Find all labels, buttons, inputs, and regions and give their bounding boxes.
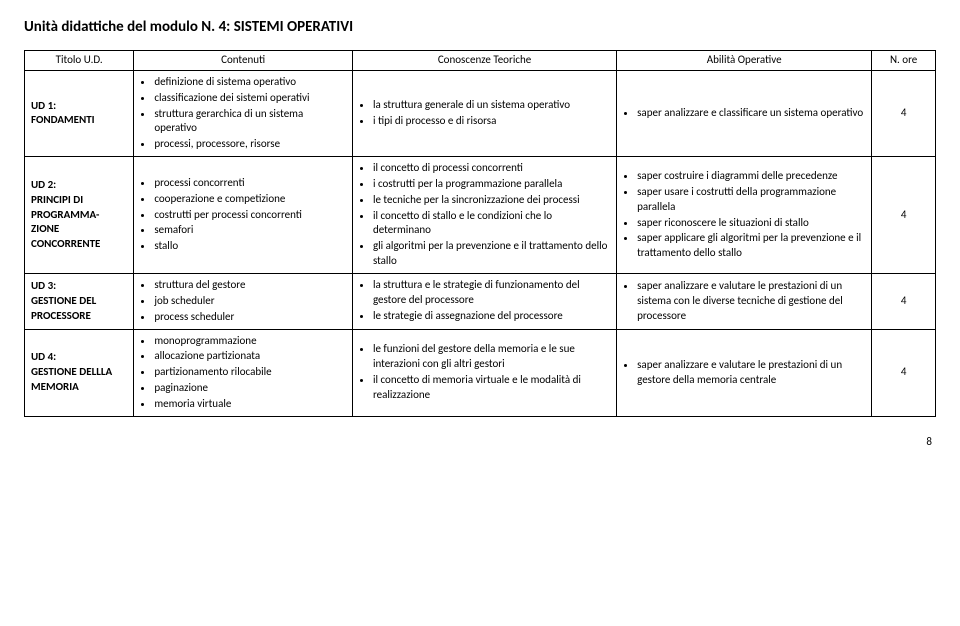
list-item: saper usare i costrutti della programmaz… — [637, 185, 865, 215]
header-titolo: Titolo U.D. — [25, 51, 134, 71]
list-item: saper costruire i diagrammi delle preced… — [637, 169, 865, 184]
row-title-name: GESTIONE DEL PROCESSORE — [31, 294, 96, 322]
header-ore: N. ore — [872, 51, 936, 71]
row-ore: 4 — [872, 157, 936, 274]
table-row: UD 3: GESTIONE DEL PROCESSORE struttura … — [25, 273, 936, 329]
list-item: struttura del gestore — [154, 278, 346, 293]
page-number: 8 — [24, 435, 936, 448]
table-row: UD 4: GESTIONE DELLLA MEMORIA monoprogra… — [25, 329, 936, 416]
list-item: la struttura generale di un sistema oper… — [373, 98, 610, 113]
list-item: il concetto di processi concorrenti — [373, 161, 610, 176]
list-item: le strategie di assegnazione del process… — [373, 309, 610, 324]
row-ore: 4 — [872, 273, 936, 329]
list-item: cooperazione e competizione — [154, 192, 346, 207]
list-item: processi, processore, risorse — [154, 137, 346, 152]
header-contenuti: Contenuti — [134, 51, 353, 71]
row-contenuti: monoprogrammazione allocazione partizion… — [134, 329, 353, 416]
row-conoscenze: la struttura generale di un sistema oper… — [352, 70, 616, 156]
list-item: saper applicare gli algoritmi per la pre… — [637, 231, 865, 261]
list-item: process scheduler — [154, 310, 346, 325]
row-ore: 4 — [872, 329, 936, 416]
list-item: semafori — [154, 223, 346, 238]
list-item: job scheduler — [154, 294, 346, 309]
list-item: le funzioni del gestore della memoria e … — [373, 342, 610, 372]
list-item: paginazione — [154, 381, 346, 396]
list-item: partizionamento rilocabile — [154, 365, 346, 380]
table-header-row: Titolo U.D. Contenuti Conoscenze Teorich… — [25, 51, 936, 71]
row-title-name: PRINCIPI DI PROGRAMMA-ZIONE CONCORRENTE — [31, 193, 100, 251]
row-abilita: saper analizzare e valutare le prestazio… — [617, 273, 872, 329]
row-abilita: saper costruire i diagrammi delle preced… — [617, 157, 872, 274]
list-item: monoprogrammazione — [154, 334, 346, 349]
list-item: il concetto di stallo e le condizioni ch… — [373, 209, 610, 239]
list-item: i tipi di processo e di risorsa — [373, 114, 610, 129]
list-item: struttura gerarchica di un sistema opera… — [154, 107, 346, 137]
list-item: gli algoritmi per la prevenzione e il tr… — [373, 239, 610, 269]
list-item: stallo — [154, 239, 346, 254]
row-title-name: FONDAMENTI — [31, 113, 95, 126]
list-item: saper riconoscere le situazioni di stall… — [637, 216, 865, 231]
list-item: il concetto di memoria virtuale e le mod… — [373, 373, 610, 403]
list-item: la struttura e le strategie di funzionam… — [373, 278, 610, 308]
row-title-key: UD 3: — [31, 279, 56, 292]
units-table: Titolo U.D. Contenuti Conoscenze Teorich… — [24, 50, 936, 417]
row-contenuti: processi concorrenti cooperazione e comp… — [134, 157, 353, 274]
row-conoscenze: la struttura e le strategie di funzionam… — [352, 273, 616, 329]
row-title-name: GESTIONE DELLLA MEMORIA — [31, 365, 112, 393]
row-abilita: saper analizzare e classificare un siste… — [617, 70, 872, 156]
header-abilita: Abilità Operative — [617, 51, 872, 71]
row-contenuti: definizione di sistema operativo classif… — [134, 70, 353, 156]
row-conoscenze: le funzioni del gestore della memoria e … — [352, 329, 616, 416]
list-item: le tecniche per la sincronizzazione dei … — [373, 193, 610, 208]
row-abilita: saper analizzare e valutare le prestazio… — [617, 329, 872, 416]
list-item: saper analizzare e valutare le prestazio… — [637, 279, 865, 324]
row-title-key: UD 2: — [31, 178, 56, 191]
row-conoscenze: il concetto di processi concorrenti i co… — [352, 157, 616, 274]
table-row: UD 1: FONDAMENTI definizione di sistema … — [25, 70, 936, 156]
row-title: UD 3: GESTIONE DEL PROCESSORE — [25, 273, 134, 329]
row-title-key: UD 1: — [31, 99, 56, 112]
page-title: Unità didattiche del modulo N. 4: SISTEM… — [24, 18, 936, 36]
row-title-key: UD 4: — [31, 350, 56, 363]
list-item: costrutti per processi concorrenti — [154, 208, 346, 223]
list-item: allocazione partizionata — [154, 349, 346, 364]
header-conoscenze: Conoscenze Teoriche — [352, 51, 616, 71]
row-contenuti: struttura del gestore job scheduler proc… — [134, 273, 353, 329]
list-item: processi concorrenti — [154, 176, 346, 191]
list-item: definizione di sistema operativo — [154, 75, 346, 90]
row-title: UD 4: GESTIONE DELLLA MEMORIA — [25, 329, 134, 416]
list-item: i costrutti per la programmazione parall… — [373, 177, 610, 192]
list-item: saper analizzare e valutare le prestazio… — [637, 358, 865, 388]
row-title: UD 2: PRINCIPI DI PROGRAMMA-ZIONE CONCOR… — [25, 157, 134, 274]
table-row: UD 2: PRINCIPI DI PROGRAMMA-ZIONE CONCOR… — [25, 157, 936, 274]
list-item: saper analizzare e classificare un siste… — [637, 106, 865, 121]
row-ore: 4 — [872, 70, 936, 156]
row-title: UD 1: FONDAMENTI — [25, 70, 134, 156]
list-item: memoria virtuale — [154, 397, 346, 412]
list-item: classificazione dei sistemi operativi — [154, 91, 346, 106]
